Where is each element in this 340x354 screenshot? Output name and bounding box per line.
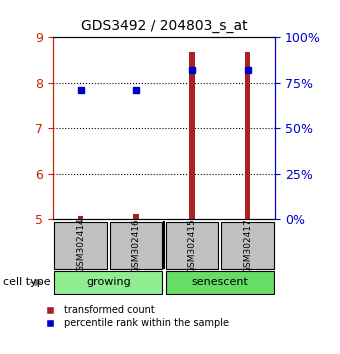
Title: GDS3492 / 204803_s_at: GDS3492 / 204803_s_at xyxy=(81,19,248,33)
Legend: transformed count, percentile rank within the sample: transformed count, percentile rank withi… xyxy=(40,306,229,328)
Text: cell type: cell type xyxy=(3,278,51,287)
Bar xyxy=(54,222,107,269)
Bar xyxy=(166,271,274,294)
Text: GSM302416: GSM302416 xyxy=(132,218,141,273)
Bar xyxy=(133,214,139,219)
Bar xyxy=(189,52,195,219)
Text: growing: growing xyxy=(86,277,131,287)
Bar xyxy=(245,52,250,219)
Bar xyxy=(78,216,83,219)
Text: senescent: senescent xyxy=(191,277,248,287)
Text: GSM302417: GSM302417 xyxy=(243,218,252,273)
Text: GSM302414: GSM302414 xyxy=(76,218,85,273)
Bar xyxy=(221,222,274,269)
Bar xyxy=(110,222,163,269)
Text: GSM302415: GSM302415 xyxy=(187,218,197,273)
Bar xyxy=(166,222,218,269)
Bar xyxy=(54,271,163,294)
